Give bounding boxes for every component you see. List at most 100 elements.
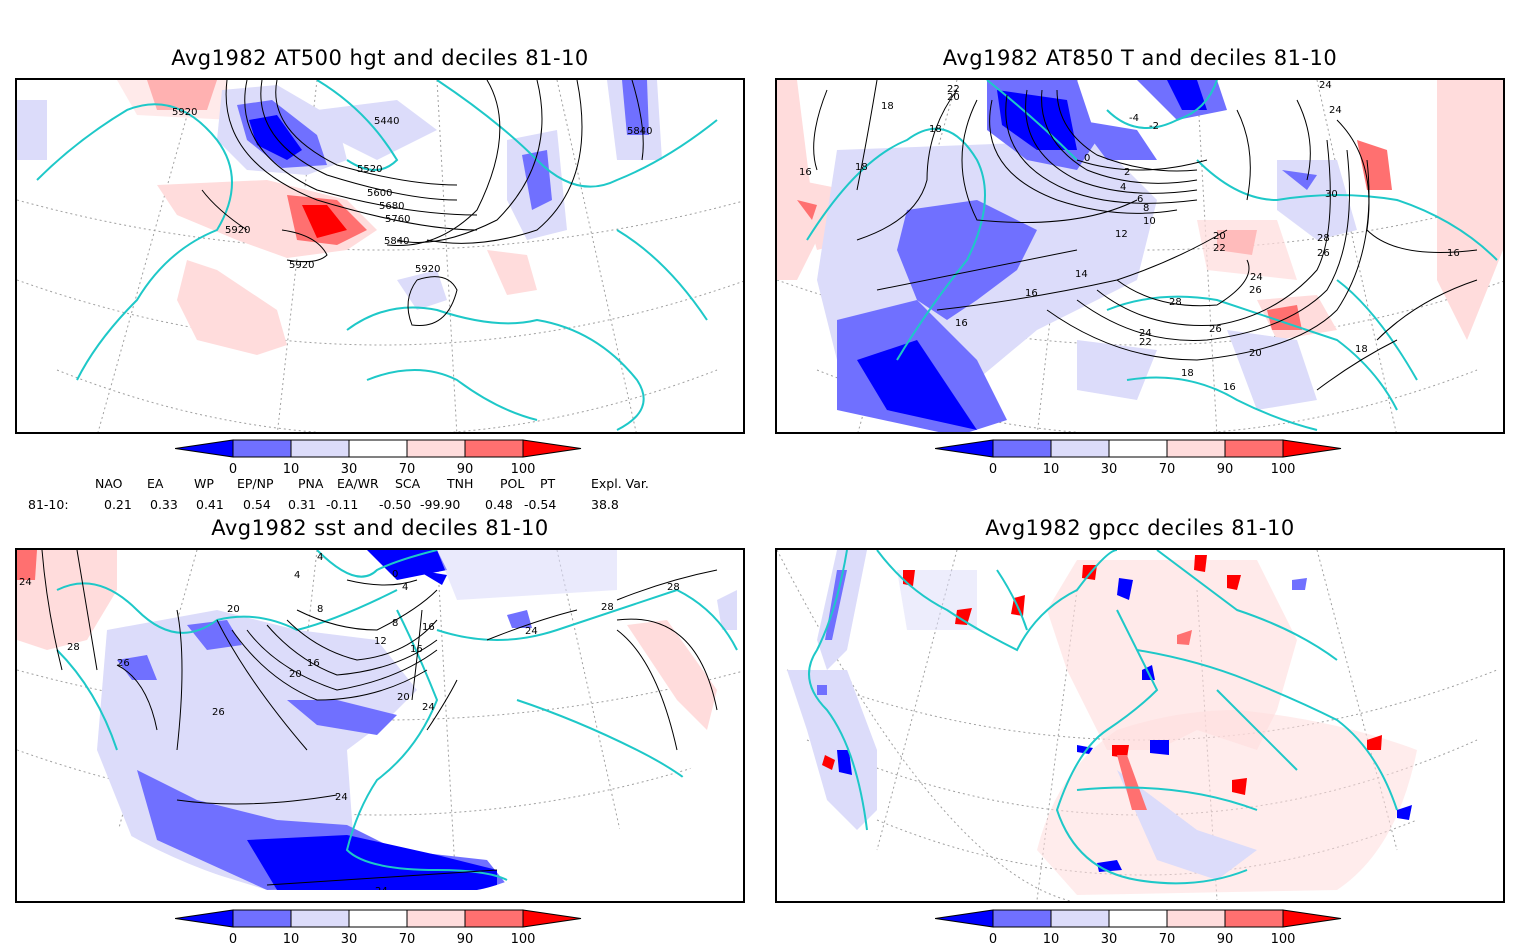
colorbar-sst: 0 10 30 70 90 100 bbox=[175, 908, 585, 948]
index-header-pt: PT bbox=[540, 476, 556, 491]
contour-label: 5520 bbox=[357, 164, 382, 175]
contour-label: 5920 bbox=[172, 107, 197, 118]
contour-label: 18 bbox=[881, 101, 894, 112]
colorbar-tick-label: 30 bbox=[1100, 462, 1118, 477]
colorbar-segment-70_90 bbox=[1166, 439, 1226, 458]
colorbar-segment-30_70 bbox=[1108, 909, 1168, 928]
contour-label: 24 bbox=[1250, 272, 1263, 283]
contour-label: 28 bbox=[67, 642, 80, 653]
index-value-nao: 0.21 bbox=[104, 497, 132, 512]
coastlines bbox=[36, 80, 718, 431]
index-value-epnp: 0.54 bbox=[243, 497, 271, 512]
colorbar-arrow-low bbox=[175, 909, 234, 928]
colorbar-segment-70_90 bbox=[406, 439, 466, 458]
panel-title-at850: Avg1982 AT850 T and deciles 81-10 bbox=[942, 46, 1338, 70]
contour-labels: 5920 5920 5920 5920 5440 5520 5600 5680 … bbox=[172, 107, 652, 275]
contour-label: 5600 bbox=[367, 188, 392, 199]
colorbar-segment-10_30 bbox=[290, 909, 350, 928]
colorbar-at500: 0 10 30 70 90 100 bbox=[175, 438, 585, 478]
contour-label: 16 bbox=[1447, 248, 1460, 259]
contour-label: 0 bbox=[392, 569, 398, 580]
index-value-wp: 0.41 bbox=[196, 497, 224, 512]
contour-label: 16 bbox=[1223, 382, 1236, 393]
index-value-sca: -0.50 bbox=[379, 497, 412, 512]
contour-label: 20 bbox=[947, 92, 960, 103]
contour-label: 5840 bbox=[627, 126, 652, 137]
colorbar-tick-label: 10 bbox=[1042, 462, 1060, 477]
contour-label: 12 bbox=[1115, 229, 1128, 240]
index-value-tnh: -99.90 bbox=[420, 497, 461, 512]
map-at500: 5920 5920 5920 5920 5440 5520 5600 5680 … bbox=[15, 78, 745, 434]
colorbar-tick-label: 30 bbox=[340, 462, 358, 477]
colorbar-tick-label: 0 bbox=[228, 462, 238, 477]
contour-label: 18 bbox=[929, 124, 942, 135]
contour-label: 16 bbox=[1025, 288, 1038, 299]
map-gpcc-canvas bbox=[777, 550, 1498, 901]
teleconnection-values-row: 81-10: 0.21 0.33 0.41 0.54 0.31 -0.11 -0… bbox=[0, 497, 700, 513]
colorbar-segment-70_90 bbox=[406, 909, 466, 928]
colorbar-segment-10_30 bbox=[1050, 909, 1110, 928]
contour-label: 2 bbox=[1124, 167, 1130, 178]
index-row-label: 81-10: bbox=[28, 497, 69, 512]
colorbar-segment-10_30 bbox=[290, 439, 350, 458]
colorbar-arrow-high bbox=[1282, 439, 1342, 458]
contour-label: 22 bbox=[1139, 337, 1152, 348]
index-value-pna: 0.31 bbox=[288, 497, 316, 512]
contour-label: 26 bbox=[212, 707, 225, 718]
index-header-eawr: EA/WR bbox=[337, 476, 379, 491]
colorbar-tick-label: 70 bbox=[1158, 462, 1176, 477]
decile-shading bbox=[17, 550, 737, 890]
contour-label: 6 bbox=[1137, 194, 1143, 205]
contour-label: 24 bbox=[422, 702, 435, 713]
colorbar-segment-0_10 bbox=[992, 439, 1052, 458]
graticule bbox=[17, 550, 743, 890]
colorbar-segment-10_30 bbox=[1050, 439, 1110, 458]
contour-label: 26 bbox=[1209, 324, 1222, 335]
index-header-tnh: TNH bbox=[447, 476, 474, 491]
panel-title-at500: Avg1982 AT500 hgt and deciles 81-10 bbox=[171, 46, 589, 70]
contour-label: 14 bbox=[1075, 269, 1088, 280]
contour-label: 12 bbox=[374, 636, 387, 647]
contour-label: 5440 bbox=[374, 116, 399, 127]
contour-label: 8 bbox=[1143, 203, 1149, 214]
contour-label: 5920 bbox=[225, 225, 250, 236]
temperature-contours bbox=[813, 80, 1478, 391]
index-header-epnp: EP/NP bbox=[237, 476, 274, 491]
colorbar-tick-label: 0 bbox=[988, 462, 998, 477]
colorbar-segment-0_10 bbox=[992, 909, 1052, 928]
index-header-wp: WP bbox=[194, 476, 214, 491]
contour-label: 20 bbox=[1249, 348, 1262, 359]
contour-label: 20 bbox=[227, 604, 240, 615]
colorbar-tick-label: 100 bbox=[1270, 462, 1296, 477]
colorbar-segment-90_100 bbox=[1224, 439, 1284, 458]
contour-label: 5920 bbox=[289, 260, 314, 271]
map-at850: 22 20 18 18 18 16 -4 -2 0 2 4 6 8 10 12 … bbox=[775, 78, 1505, 434]
graticule bbox=[17, 80, 743, 432]
map-sst-canvas: 24 28 26 26 20 4 4 0 4 8 8 12 16 16 16 2… bbox=[17, 550, 743, 897]
contour-labels: 22 20 18 18 18 16 -4 -2 0 2 4 6 8 10 12 … bbox=[799, 80, 1460, 393]
index-value-eawr: -0.11 bbox=[326, 497, 359, 512]
index-header-expl-var: Expl. Var. bbox=[591, 476, 649, 491]
colorbar-arrow-low bbox=[935, 439, 994, 458]
colorbar-segment-30_70 bbox=[348, 439, 408, 458]
colorbar-arrow-low bbox=[175, 439, 234, 458]
contour-label: 16 bbox=[799, 167, 812, 178]
contour-label: 22 bbox=[1213, 243, 1226, 254]
graticule bbox=[777, 80, 1503, 432]
index-value-ea: 0.33 bbox=[150, 497, 178, 512]
height-contours bbox=[201, 80, 644, 327]
map-sst: 24 28 26 26 20 4 4 0 4 8 8 12 16 16 16 2… bbox=[15, 548, 745, 903]
contour-label: 28 bbox=[601, 602, 614, 613]
contour-label: 24 bbox=[1319, 80, 1332, 91]
colorbar-segment-90_100 bbox=[464, 909, 524, 928]
colorbar-segment-90_100 bbox=[1224, 909, 1284, 928]
contour-label: 18 bbox=[1181, 368, 1194, 379]
contour-label: 24 bbox=[375, 886, 388, 897]
contour-label: 8 bbox=[392, 618, 398, 629]
index-value-pt: -0.54 bbox=[524, 497, 557, 512]
contour-label: 5920 bbox=[415, 264, 440, 275]
contour-label: 24 bbox=[1329, 105, 1342, 116]
colorbar-segment-30_70 bbox=[348, 909, 408, 928]
contour-label: 5760 bbox=[385, 214, 410, 225]
contour-label: 24 bbox=[335, 792, 348, 803]
